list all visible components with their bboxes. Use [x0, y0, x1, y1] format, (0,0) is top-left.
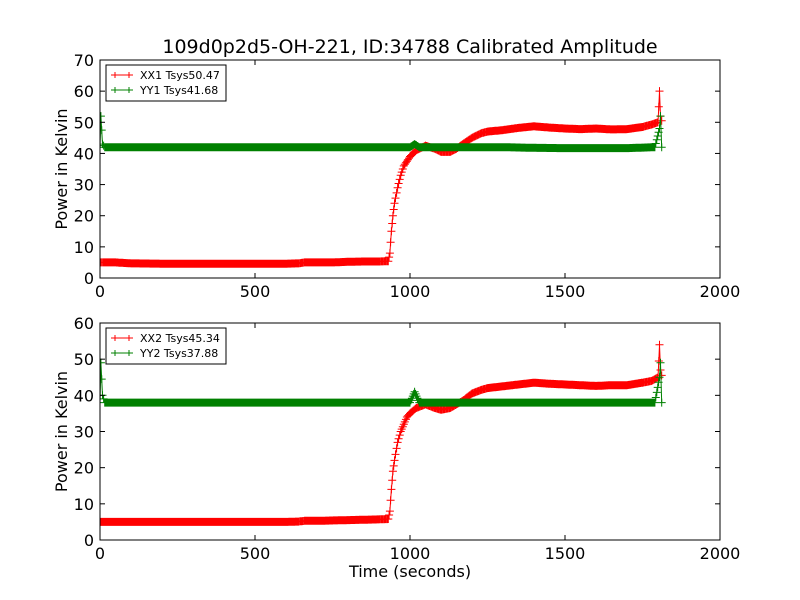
y-tick-label: 0	[84, 531, 94, 550]
x-axis-label: Time (seconds)	[348, 562, 471, 581]
legend-marker-xx2	[113, 335, 131, 341]
x-tick-label: 0	[95, 544, 105, 563]
y-tick-label: 0	[84, 269, 94, 288]
legend: XX1 Tsys50.47 YY1 Tsys41.68	[105, 64, 227, 102]
x-tick-label: 1000	[390, 282, 431, 301]
y-tick-label: 40	[74, 386, 94, 405]
legend-label-xx1: XX1 Tsys50.47	[140, 69, 220, 82]
x-tick-label: 500	[240, 544, 271, 563]
y-tick-label: 40	[74, 144, 94, 163]
legend-box	[105, 64, 227, 102]
x-tick-label: 1000	[390, 544, 431, 563]
plot-area	[100, 340, 666, 526]
series-markers-yy2	[100, 358, 666, 407]
legend-box	[105, 327, 227, 365]
plot-bottom: 0 500 1000 1500 2000 0 10 20 30 40 50 60 Power in Ke…	[52, 314, 740, 563]
legend-marker-yy2	[113, 350, 131, 356]
y-tick-label: 10	[74, 238, 94, 257]
legend-label-yy1: YY1 Tsys41.68	[139, 84, 218, 97]
legend-marker-yy1	[113, 87, 131, 93]
y-tick-label: 20	[74, 459, 94, 478]
y-axis-label: Power in Kelvin	[52, 371, 71, 492]
legend-label-xx2: XX2 Tsys45.34	[140, 332, 220, 345]
x-tick-label: 2000	[700, 544, 741, 563]
x-tick-label: 0	[95, 282, 105, 301]
legend-marker-xx1	[113, 72, 131, 78]
chart-title: 109d0p2d5-OH-221, ID:34788 Calibrated Am…	[162, 36, 657, 58]
y-tick-label: 60	[74, 82, 94, 101]
y-tick-label: 20	[74, 207, 94, 226]
y-tick-label: 50	[74, 350, 94, 369]
series-markers-yy1	[100, 112, 666, 153]
series-markers-xx1	[100, 87, 666, 268]
x-tick-label: 2000	[700, 282, 741, 301]
y-tick-label: 30	[74, 176, 94, 195]
plot-top: 0 500 1000 1500 2000 0 10 20 30 40 50 60 70 Power in …	[52, 51, 740, 301]
x-tick-label: 1500	[545, 282, 586, 301]
y-tick-label: 70	[74, 51, 94, 70]
x-tick-label: 500	[240, 282, 271, 301]
plot-area	[100, 87, 666, 268]
x-tick-label: 1500	[545, 544, 586, 563]
legend: XX2 Tsys45.34 YY2 Tsys37.88	[105, 327, 227, 365]
series-markers-xx2	[100, 340, 666, 526]
y-tick-label: 50	[74, 113, 94, 132]
y-axis-label: Power in Kelvin	[52, 108, 71, 229]
y-tick-label: 10	[74, 495, 94, 514]
y-tick-label: 60	[74, 314, 94, 333]
y-tick-label: 30	[74, 423, 94, 442]
legend-label-yy2: YY2 Tsys37.88	[139, 347, 218, 360]
